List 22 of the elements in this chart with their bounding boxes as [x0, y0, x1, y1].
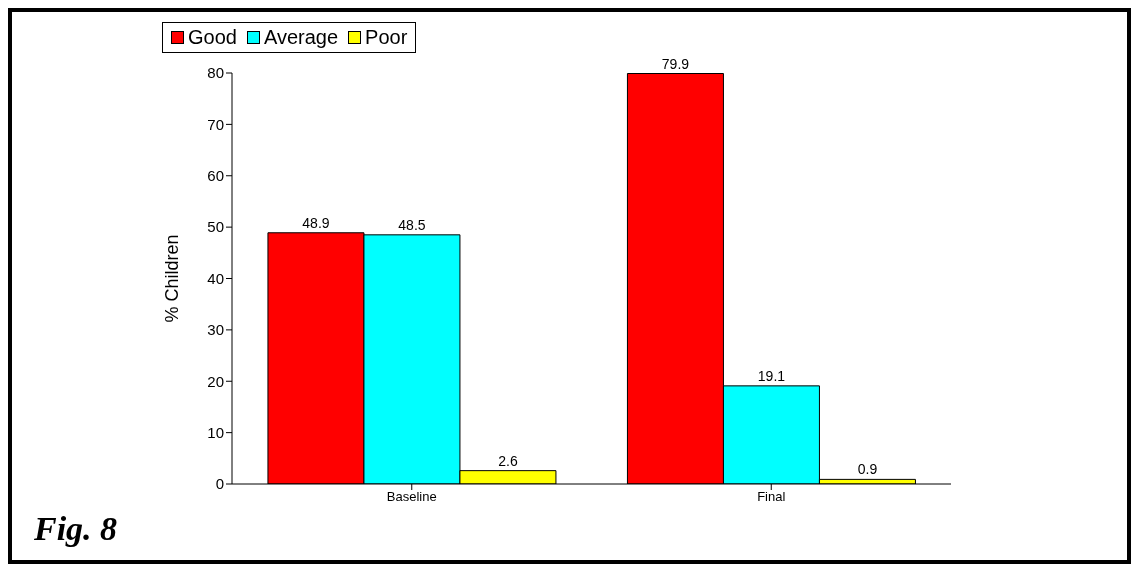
legend-label: Poor: [364, 26, 408, 49]
data-label: 0.9: [857, 461, 878, 478]
legend-label: Good: [187, 26, 237, 49]
y-tick-label: 50: [207, 218, 224, 236]
x-tick-label: Baseline: [386, 489, 437, 505]
data-label: 19.1: [757, 367, 786, 384]
y-tick-label: 40: [207, 269, 224, 287]
caption: Fig. 8: [34, 510, 118, 548]
data-label: 2.6: [498, 452, 518, 469]
y-tick-label: 10: [207, 423, 224, 441]
y-tick-label: 80: [207, 64, 224, 82]
x-tick-label: Final: [757, 489, 786, 505]
y-tick-label: 0: [215, 475, 224, 493]
y-axis-title: % Children: [162, 234, 183, 323]
data-label: 79.9: [661, 55, 690, 72]
y-tick-label: 70: [207, 115, 224, 133]
y-tick-label: 30: [207, 321, 224, 339]
y-tick-label: 20: [207, 372, 224, 390]
legend-label: Average: [262, 26, 339, 49]
y-tick-label: 60: [207, 167, 224, 185]
data-label: 48.9: [302, 214, 330, 231]
data-label: 48.5: [398, 216, 426, 233]
